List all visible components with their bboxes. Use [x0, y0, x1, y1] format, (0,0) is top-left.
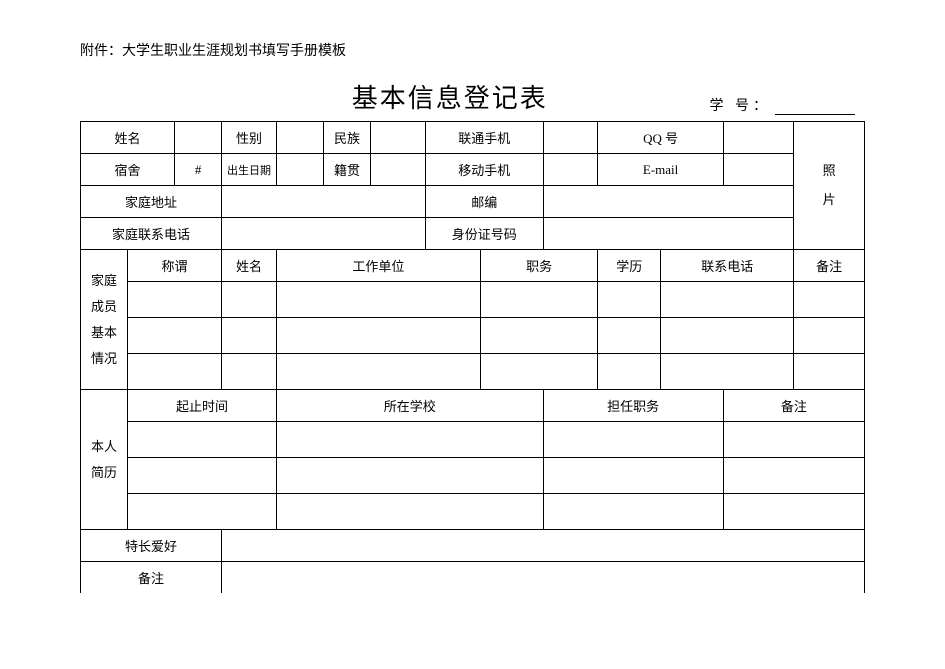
label-id-no: 身份证号码	[425, 218, 543, 250]
label-dorm: 宿舍	[81, 154, 175, 186]
field-fam-name-3[interactable]	[222, 354, 277, 390]
label-ethnicity: 民族	[324, 122, 371, 154]
page-title: 基本信息登记表	[190, 78, 710, 115]
family-section-text: 家庭 成员 基本 情况	[91, 273, 117, 366]
field-fam-name-2[interactable]	[222, 318, 277, 354]
label-family-section: 家庭 成员 基本 情况	[81, 250, 128, 390]
field-gender[interactable]	[276, 122, 323, 154]
field-position-3[interactable]	[480, 354, 598, 390]
label-fam-name: 姓名	[222, 250, 277, 282]
resume-section-text: 本人 简历	[91, 439, 117, 480]
field-fam-phone-1[interactable]	[661, 282, 794, 318]
field-fam-remark-2[interactable]	[794, 318, 865, 354]
field-role-2[interactable]	[543, 458, 723, 494]
field-fam-phone-2[interactable]	[661, 318, 794, 354]
field-education-3[interactable]	[598, 354, 661, 390]
label-hobby: 特长爱好	[81, 530, 222, 562]
field-mobile[interactable]	[543, 154, 598, 186]
field-fam-phone-3[interactable]	[661, 354, 794, 390]
field-id-no[interactable]	[543, 218, 794, 250]
field-home-addr[interactable]	[222, 186, 426, 218]
field-position-1[interactable]	[480, 282, 598, 318]
label-education: 学历	[598, 250, 661, 282]
label-qq: QQ 号	[598, 122, 723, 154]
field-period-2[interactable]	[128, 458, 277, 494]
info-form-table: 姓名 性别 民族 联通手机 QQ 号 照 片 宿舍 # 出生日期 籍贯 移动手机…	[80, 121, 865, 593]
label-workplace: 工作单位	[276, 250, 480, 282]
field-relation-1[interactable]	[128, 282, 222, 318]
label-position: 职务	[480, 250, 598, 282]
field-position-2[interactable]	[480, 318, 598, 354]
field-native[interactable]	[371, 154, 426, 186]
label-remark: 备注	[81, 562, 222, 594]
photo-label: 照 片	[823, 163, 836, 207]
field-school-3[interactable]	[276, 494, 543, 530]
field-period-1[interactable]	[128, 422, 277, 458]
label-fam-phone: 联系电话	[661, 250, 794, 282]
field-education-2[interactable]	[598, 318, 661, 354]
label-email: E-mail	[598, 154, 723, 186]
student-no-field[interactable]	[775, 114, 855, 115]
label-home-phone: 家庭联系电话	[81, 218, 222, 250]
field-relation-3[interactable]	[128, 354, 222, 390]
field-period-3[interactable]	[128, 494, 277, 530]
field-email[interactable]	[723, 154, 794, 186]
field-ethnicity[interactable]	[371, 122, 426, 154]
field-school-2[interactable]	[276, 458, 543, 494]
label-home-addr: 家庭地址	[81, 186, 222, 218]
field-qq[interactable]	[723, 122, 794, 154]
photo-cell[interactable]: 照 片	[794, 122, 865, 250]
title-row: 基本信息登记表 学 号：	[80, 78, 865, 115]
field-resume-remark-2[interactable]	[723, 458, 864, 494]
field-resume-remark-1[interactable]	[723, 422, 864, 458]
label-fam-remark: 备注	[794, 250, 865, 282]
label-birthdate: 出生日期	[222, 154, 277, 186]
field-workplace-1[interactable]	[276, 282, 480, 318]
field-role-1[interactable]	[543, 422, 723, 458]
field-workplace-3[interactable]	[276, 354, 480, 390]
field-education-1[interactable]	[598, 282, 661, 318]
field-role-3[interactable]	[543, 494, 723, 530]
field-remark[interactable]	[222, 562, 865, 594]
label-period: 起止时间	[128, 390, 277, 422]
label-relation: 称谓	[128, 250, 222, 282]
label-gender: 性别	[222, 122, 277, 154]
label-unicom: 联通手机	[425, 122, 543, 154]
label-name: 姓名	[81, 122, 175, 154]
label-postcode: 邮编	[425, 186, 543, 218]
attachment-label: 附件：大学生职业生涯规划书填写手册模板	[80, 40, 865, 60]
field-dorm[interactable]: #	[175, 154, 222, 186]
student-no-label: 学 号：	[710, 95, 856, 115]
field-fam-remark-1[interactable]	[794, 282, 865, 318]
label-school: 所在学校	[276, 390, 543, 422]
field-workplace-2[interactable]	[276, 318, 480, 354]
field-relation-2[interactable]	[128, 318, 222, 354]
label-resume-remark: 备注	[723, 390, 864, 422]
label-mobile: 移动手机	[425, 154, 543, 186]
field-name[interactable]	[175, 122, 222, 154]
field-birthdate[interactable]	[276, 154, 323, 186]
field-postcode[interactable]	[543, 186, 794, 218]
field-hobby[interactable]	[222, 530, 865, 562]
field-fam-name-1[interactable]	[222, 282, 277, 318]
field-school-1[interactable]	[276, 422, 543, 458]
field-resume-remark-3[interactable]	[723, 494, 864, 530]
student-no-text: 学 号：	[710, 95, 772, 115]
label-resume-section: 本人 简历	[81, 390, 128, 530]
field-fam-remark-3[interactable]	[794, 354, 865, 390]
field-home-phone[interactable]	[222, 218, 426, 250]
field-unicom[interactable]	[543, 122, 598, 154]
label-native: 籍贯	[324, 154, 371, 186]
label-role: 担任职务	[543, 390, 723, 422]
